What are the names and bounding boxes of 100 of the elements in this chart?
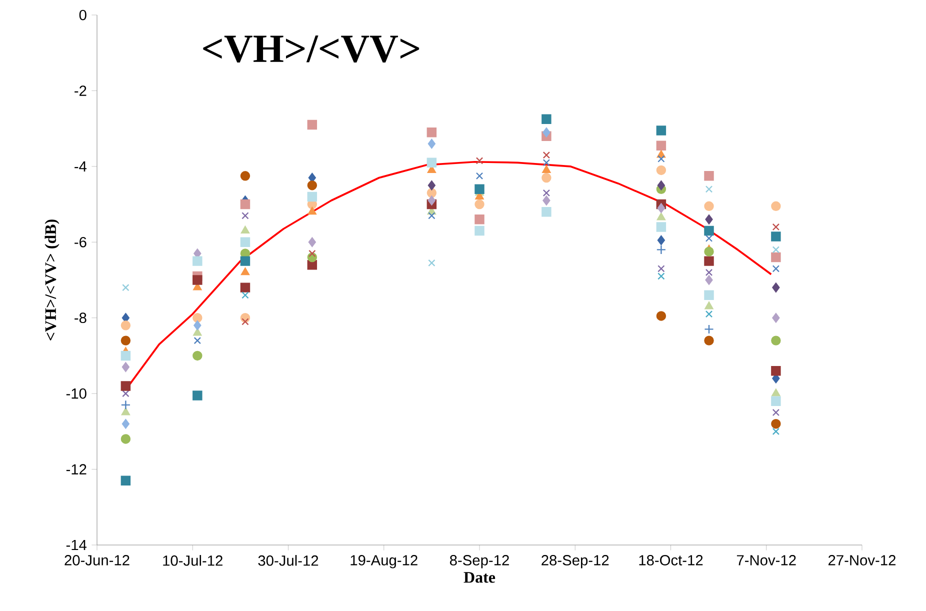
- point: [194, 336, 202, 344]
- point: [705, 310, 713, 318]
- point: [476, 172, 484, 180]
- x-tick-label: 19-Aug-12: [350, 555, 418, 568]
- point: [656, 140, 666, 150]
- point: [240, 237, 250, 248]
- point: [658, 155, 665, 162]
- point: [704, 324, 714, 334]
- point: [240, 256, 250, 266]
- point: [120, 350, 131, 361]
- point: [772, 223, 780, 231]
- x-tick-label: 30-Jul-12: [258, 555, 318, 566]
- point: [771, 201, 781, 212]
- point: [704, 256, 714, 266]
- point: [705, 214, 713, 224]
- point: [426, 158, 437, 168]
- point: [120, 381, 131, 391]
- point: [542, 165, 551, 173]
- point: [240, 171, 250, 181]
- chart-title: <VH>/<VV>: [203, 36, 420, 63]
- point: [192, 275, 202, 285]
- point: [656, 212, 666, 220]
- point: [772, 408, 780, 416]
- x-axis-title: Date: [464, 572, 496, 583]
- point: [705, 275, 713, 285]
- point: [772, 265, 780, 272]
- point: [307, 180, 318, 190]
- y-tick-label: -4: [74, 161, 87, 172]
- point: [704, 336, 714, 346]
- point: [308, 206, 316, 215]
- point: [192, 312, 202, 323]
- point: [772, 246, 780, 254]
- point: [542, 127, 550, 138]
- point: [476, 157, 484, 164]
- y-tick-label: -12: [66, 464, 86, 474]
- point: [308, 237, 316, 248]
- point: [240, 226, 250, 234]
- x-tick-label: 8-Sep-12: [450, 555, 509, 568]
- y-tick-label: -2: [74, 86, 86, 96]
- x-tick-label: 28-Sep-12: [542, 555, 609, 568]
- point: [542, 206, 552, 217]
- point: [771, 336, 781, 346]
- point: [122, 418, 130, 429]
- point: [542, 114, 552, 124]
- point: [122, 284, 130, 292]
- point: [772, 282, 780, 292]
- point: [658, 265, 665, 272]
- point: [120, 320, 131, 330]
- point: [192, 256, 202, 266]
- point: [656, 126, 666, 136]
- point: [474, 199, 484, 210]
- point: [242, 212, 249, 220]
- point: [771, 252, 781, 262]
- point: [542, 196, 550, 206]
- point: [192, 350, 202, 361]
- point: [656, 244, 666, 255]
- point: [121, 408, 130, 416]
- point: [704, 171, 714, 181]
- point: [428, 138, 436, 149]
- point: [307, 192, 318, 202]
- point: [657, 180, 665, 190]
- point: [120, 476, 131, 486]
- point: [656, 222, 666, 232]
- point: [542, 172, 552, 183]
- x-tick-label: 18-Oct-12: [639, 555, 703, 566]
- point: [704, 246, 714, 256]
- point: [771, 396, 781, 406]
- point: [772, 388, 780, 396]
- point: [194, 320, 202, 330]
- point: [705, 268, 713, 276]
- x-tick-label: 7-Nov-12: [736, 555, 796, 566]
- point: [426, 127, 437, 138]
- point: [542, 151, 550, 159]
- x-tick-label: 20-Jun-12: [64, 555, 130, 566]
- y-tick-label: -10: [66, 388, 86, 399]
- x-tick-label: 27-Nov-12: [828, 555, 896, 566]
- point: [120, 336, 131, 346]
- point: [656, 311, 666, 321]
- point: [704, 226, 714, 236]
- point: [120, 434, 131, 444]
- point: [772, 312, 780, 323]
- point: [428, 212, 436, 220]
- point: [705, 186, 713, 193]
- point: [428, 196, 436, 206]
- point: [704, 302, 714, 310]
- y-axis-title: <VH>/<VV> (dB): [44, 220, 60, 340]
- point: [772, 428, 780, 436]
- point: [122, 390, 130, 398]
- point: [474, 184, 484, 194]
- point: [240, 268, 250, 276]
- point: [771, 366, 781, 376]
- y-tick-label: -14: [66, 540, 87, 550]
- point: [657, 203, 665, 213]
- x-tick-label: 10-Jul-12: [163, 555, 222, 566]
- point: [193, 328, 202, 336]
- point: [474, 226, 484, 236]
- point: [704, 290, 714, 300]
- point: [657, 235, 665, 246]
- point: [120, 400, 131, 410]
- point: [428, 259, 436, 267]
